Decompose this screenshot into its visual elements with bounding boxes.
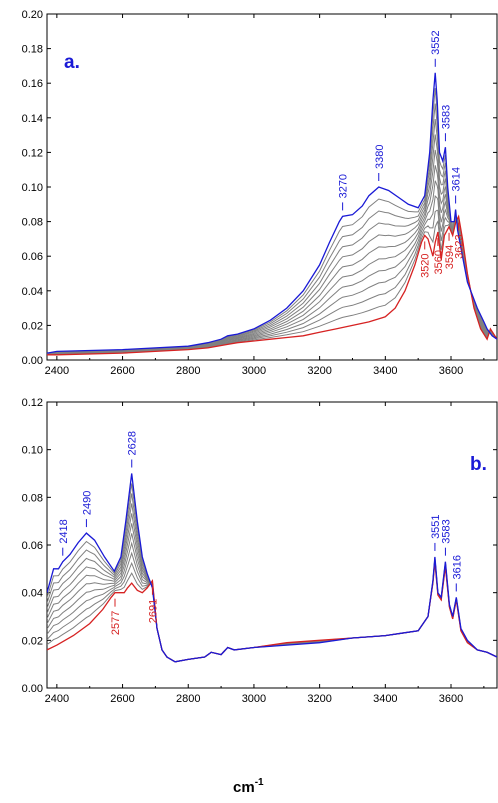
- y-tick-label: 0.18: [22, 44, 43, 56]
- y-tick-label: 0.02: [22, 635, 43, 647]
- spectrum-top-blue: [47, 72, 497, 354]
- x-tick-label: 2400: [45, 693, 69, 705]
- y-tick-label: 0.02: [22, 320, 43, 332]
- peak-label-top: 3551: [430, 514, 442, 538]
- x-tick-label: 3200: [307, 365, 331, 377]
- x-tick-label: 3600: [439, 365, 463, 377]
- spectrum-intermediate: [47, 88, 497, 354]
- x-tick-label: 2600: [110, 693, 134, 705]
- x-tick-label: 2800: [176, 693, 200, 705]
- peak-label-bottom: 3623: [454, 234, 466, 258]
- peak-label-bottom: 2691: [147, 599, 159, 623]
- peak-label-bottom: 3520: [420, 253, 432, 277]
- spectrum-intermediate: [47, 209, 497, 355]
- y-tick-label: 0.04: [22, 286, 43, 298]
- y-tick-label: 0.14: [22, 113, 43, 125]
- x-tick-label: 3400: [373, 693, 397, 705]
- y-tick-label: 0.16: [22, 78, 43, 90]
- x-tick-label: 2400: [45, 365, 69, 377]
- y-tick-label: 0.04: [22, 588, 43, 600]
- plot-area: [47, 72, 497, 356]
- peak-label-top: 2628: [127, 431, 139, 455]
- x-tick-label: 3000: [242, 365, 266, 377]
- plot-area: [47, 473, 497, 663]
- peak-label-top: 3583: [440, 105, 452, 129]
- x-tick-label: 3400: [373, 365, 397, 377]
- x-tick-label: 3200: [307, 693, 331, 705]
- panel-label: b.: [470, 454, 487, 475]
- x-tick-label: 3600: [439, 693, 463, 705]
- peak-label-top: 3552: [430, 30, 442, 54]
- y-tick-label: 0.10: [22, 182, 43, 194]
- peak-label-bottom: 3594: [444, 245, 456, 269]
- x-tick-label: 2600: [110, 365, 134, 377]
- spectrum-intermediate: [47, 195, 497, 355]
- peak-label-top: 3270: [338, 174, 350, 198]
- peak-label-bottom: 2577: [110, 611, 122, 635]
- y-tick-label: 0.10: [22, 445, 43, 457]
- y-tick-label: 0.12: [22, 147, 43, 159]
- peak-label-top: 3583: [440, 519, 452, 543]
- spectrum-top-blue: [47, 473, 497, 663]
- peak-label-top: 2490: [81, 491, 93, 515]
- spectrum-intermediate: [47, 103, 497, 354]
- x-tick-label: 2800: [176, 365, 200, 377]
- y-tick-label: 0.20: [22, 9, 43, 21]
- x-axis-label: cm-1: [233, 777, 264, 796]
- x-axis-label-sup: -1: [255, 777, 264, 788]
- y-tick-label: 0.08: [22, 217, 43, 229]
- x-axis-label-base: cm: [233, 779, 255, 796]
- x-tick-label: 3000: [242, 693, 266, 705]
- peak-label-top: 3614: [451, 167, 463, 191]
- spectrum-intermediate: [47, 216, 497, 356]
- peak-label-top: 3616: [451, 555, 463, 579]
- peak-label-bottom: 3560: [433, 250, 445, 274]
- peak-label-top: 3380: [374, 145, 386, 169]
- panel-label: a.: [64, 52, 80, 73]
- panel-a-chart: 0.00 0.02 0.04 0.06 0.08 0.10 0.12 0.14 0.16 0.18…: [22, 9, 498, 377]
- y-tick-label: 0.00: [22, 355, 43, 367]
- spectrum-bottom-red: [47, 214, 497, 356]
- spectrum-intermediate: [47, 533, 497, 663]
- y-tick-label: 0.12: [22, 397, 43, 409]
- y-tick-label: 0.06: [22, 251, 43, 263]
- panel-b-chart: 0.00 0.02 0.04 0.06 0.08 0.10 0.12 2400 2600 2800…: [22, 397, 498, 705]
- peak-label-top: 2418: [58, 519, 70, 543]
- y-tick-label: 0.08: [22, 492, 43, 504]
- y-tick-label: 0.00: [22, 683, 43, 695]
- y-tick-label: 0.06: [22, 540, 43, 552]
